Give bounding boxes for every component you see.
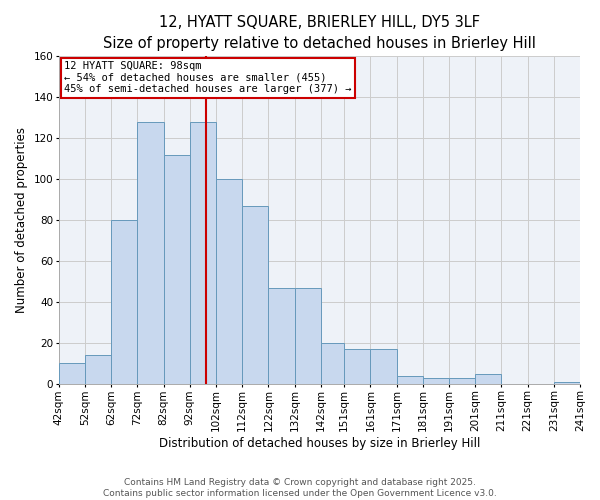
Bar <box>137 122 164 384</box>
Bar <box>164 154 190 384</box>
Bar <box>321 343 344 384</box>
Text: 12 HYATT SQUARE: 98sqm
← 54% of detached houses are smaller (455)
45% of semi-de: 12 HYATT SQUARE: 98sqm ← 54% of detached… <box>64 61 352 94</box>
Text: Contains HM Land Registry data © Crown copyright and database right 2025.
Contai: Contains HM Land Registry data © Crown c… <box>103 478 497 498</box>
Bar <box>295 288 321 384</box>
Title: 12, HYATT SQUARE, BRIERLEY HILL, DY5 3LF
Size of property relative to detached h: 12, HYATT SQUARE, BRIERLEY HILL, DY5 3LF… <box>103 15 536 51</box>
Bar <box>344 349 370 384</box>
Y-axis label: Number of detached properties: Number of detached properties <box>15 127 28 313</box>
Bar <box>268 288 295 384</box>
Bar <box>85 355 111 384</box>
X-axis label: Distribution of detached houses by size in Brierley Hill: Distribution of detached houses by size … <box>159 437 480 450</box>
Bar <box>242 206 268 384</box>
Bar <box>449 378 475 384</box>
Bar <box>370 349 397 384</box>
Bar <box>423 378 449 384</box>
Bar <box>190 122 216 384</box>
Bar <box>475 374 502 384</box>
Bar <box>216 179 242 384</box>
Bar <box>554 382 580 384</box>
Bar <box>59 364 85 384</box>
Bar <box>397 376 423 384</box>
Bar <box>111 220 137 384</box>
